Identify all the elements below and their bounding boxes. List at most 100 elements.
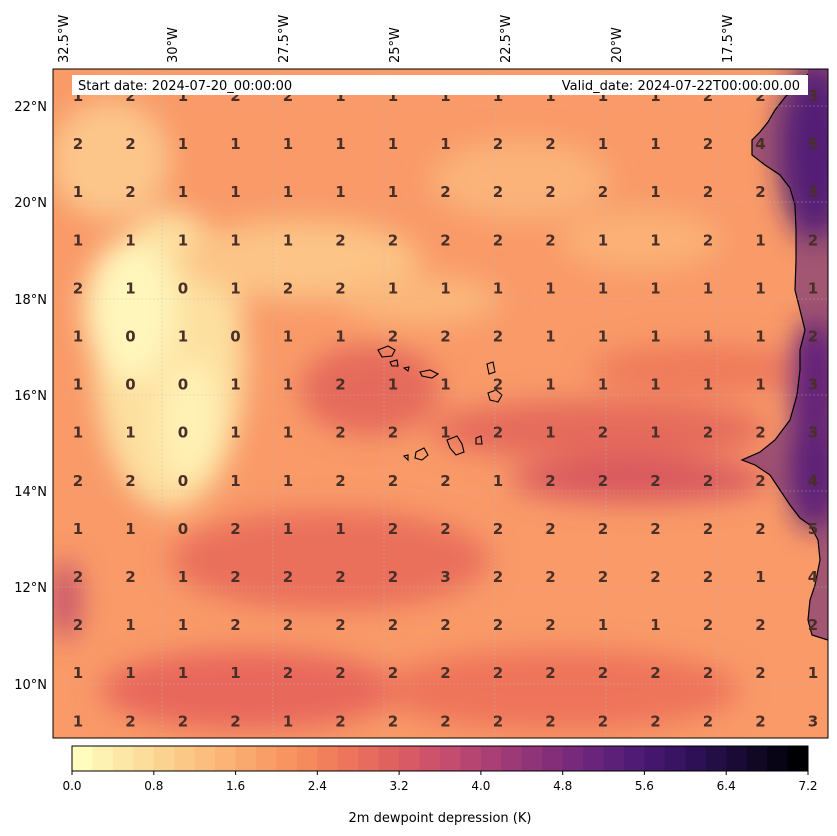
grid-value: 2 — [755, 183, 765, 201]
grid-value: 2 — [335, 809, 345, 827]
grid-value: 1 — [125, 231, 135, 249]
grid-value: 2 — [230, 568, 240, 586]
grid-value: 2 — [73, 472, 83, 490]
grid-value: 2 — [755, 520, 765, 538]
grid-value: 1 — [388, 376, 398, 394]
grid-value: 2 — [703, 135, 713, 153]
grid-value: 1 — [283, 183, 293, 201]
grid-value: 2 — [808, 809, 818, 827]
grid-value: 1 — [650, 328, 660, 346]
grid-value: 2 — [283, 809, 293, 827]
grid-value: 2 — [598, 809, 608, 827]
grid-value: 1 — [598, 279, 608, 297]
grid-value: 1 — [598, 135, 608, 153]
grid-value: 2 — [703, 616, 713, 634]
grid-value: 2 — [493, 664, 503, 682]
colorbar-frame — [71, 745, 809, 772]
grid-value: 1 — [335, 328, 345, 346]
grid-value: 2 — [230, 87, 240, 105]
grid-value: 2 — [755, 616, 765, 634]
grid-value: 2 — [650, 568, 660, 586]
grid-value: 1 — [178, 135, 188, 153]
grid-value: 2 — [493, 376, 503, 394]
grid-value: 2 — [125, 87, 135, 105]
grid-value: 1 — [755, 279, 765, 297]
grid-value: 1 — [545, 424, 555, 442]
grid-value: 2 — [545, 809, 555, 827]
grid-value: 2 — [598, 183, 608, 201]
colorbar-cell — [378, 746, 400, 771]
colorbar-tick-label: 0.8 — [144, 779, 163, 793]
colorbar-cell — [746, 746, 768, 771]
grid-value: 2 — [493, 712, 503, 730]
lat-label: 12°N — [14, 581, 47, 596]
grid-value: 1 — [178, 87, 188, 105]
grid-value: 1 — [230, 135, 240, 153]
grid-value: 1 — [230, 424, 240, 442]
grid-value: 4 — [808, 568, 818, 586]
grid-value: 1 — [73, 87, 83, 105]
colorbar-tick-label: 1.6 — [226, 779, 245, 793]
grid-value: 2 — [73, 616, 83, 634]
grid-value: 2 — [388, 520, 398, 538]
colorbar-tick-label: 0.0 — [62, 779, 81, 793]
grid-value: 1 — [545, 87, 555, 105]
colorbar-cell — [521, 746, 543, 771]
lon-label: 22.5°W — [499, 15, 514, 63]
grid-value: 2 — [545, 568, 555, 586]
colorbar-cell — [174, 746, 196, 771]
grid-value: 1 — [440, 376, 450, 394]
grid-value: 1 — [703, 328, 713, 346]
grid-value: 3 — [808, 424, 818, 442]
grid-value: 2 — [125, 568, 135, 586]
colorbar-tick-label: 4.8 — [553, 779, 572, 793]
grid-value: 1 — [545, 328, 555, 346]
colorbar-cell — [358, 746, 380, 771]
grid-value: 2 — [388, 712, 398, 730]
colorbar-cell — [235, 746, 257, 771]
grid-value: 1 — [73, 712, 83, 730]
grid-value: 2 — [545, 664, 555, 682]
grid-value: 2 — [808, 616, 818, 634]
grid-value: 2 — [440, 616, 450, 634]
grid-value: 2 — [283, 87, 293, 105]
grid-value: 0 — [125, 328, 135, 346]
grid-value: 1 — [598, 231, 608, 249]
grid-value: 1 — [178, 183, 188, 201]
colorbar-tick-label: 5.6 — [635, 779, 654, 793]
grid-value: 1 — [283, 376, 293, 394]
grid-value: 2 — [493, 616, 503, 634]
colorbar-tick-label: 2.4 — [308, 779, 327, 793]
grid-value: 2 — [440, 664, 450, 682]
grid-value: 2 — [598, 520, 608, 538]
grid-value: 1 — [335, 87, 345, 105]
colorbar-cell — [542, 746, 564, 771]
grid-value: 2 — [388, 616, 398, 634]
grid-value: 2 — [703, 472, 713, 490]
grid-value: 0 — [178, 472, 188, 490]
grid-value: 2 — [335, 664, 345, 682]
grid-value: 1 — [493, 279, 503, 297]
grid-value: 1 — [545, 279, 555, 297]
grid-value: 2 — [335, 472, 345, 490]
grid-value: 1 — [650, 376, 660, 394]
colorbar-cell — [583, 746, 605, 771]
grid-value: 1 — [125, 424, 135, 442]
grid-value: 1 — [125, 279, 135, 297]
grid-value: 1 — [125, 664, 135, 682]
colorbar-cell — [256, 746, 277, 771]
grid-value: 2 — [388, 664, 398, 682]
grid-value: 1 — [230, 279, 240, 297]
grid-value: 2 — [493, 231, 503, 249]
grid-value: 1 — [703, 279, 713, 297]
grid-value: 2 — [650, 809, 660, 827]
grid-value: 1 — [283, 472, 293, 490]
grid-value: 1 — [230, 376, 240, 394]
grid-value: 1 — [178, 328, 188, 346]
grid-value: 1 — [125, 616, 135, 634]
grid-value: 1 — [335, 520, 345, 538]
colorbar-cell — [337, 746, 359, 771]
grid-value: 2 — [125, 809, 135, 827]
grid-value: 2 — [388, 328, 398, 346]
grid-value: 2 — [440, 472, 450, 490]
